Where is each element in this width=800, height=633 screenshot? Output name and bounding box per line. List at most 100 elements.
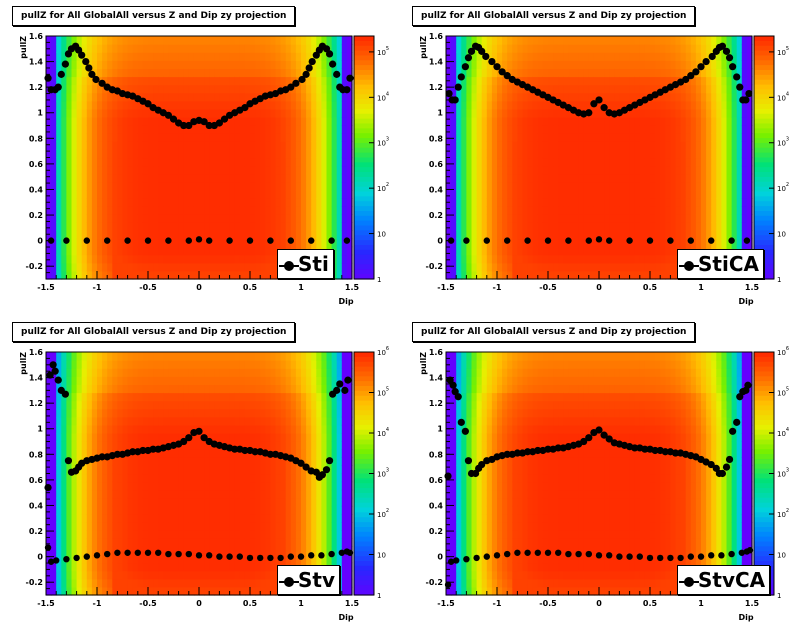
heatmap-cell: [214, 246, 220, 256]
heatmap-cell: [537, 68, 544, 78]
heatmap-cell: [331, 84, 338, 94]
heatmap-cell: [51, 465, 57, 475]
heatmap-cell: [578, 125, 585, 134]
heatmap-cell: [665, 173, 671, 183]
heatmap-cell: [239, 222, 246, 231]
color-bar-frame: [353, 35, 375, 280]
heatmap-cell: [163, 384, 169, 394]
heatmap-cell: [250, 92, 256, 102]
heatmap-cell: [604, 206, 610, 215]
data-point: [729, 63, 737, 71]
heatmap-cell: [117, 181, 124, 191]
heatmap-cell: [178, 562, 185, 572]
heatmap-cell: [522, 36, 529, 45]
heatmap-cell: [173, 125, 180, 134]
heatmap-cell: [558, 165, 564, 175]
heatmap-cell: [132, 68, 139, 78]
heatmap-cell: [122, 400, 129, 410]
heatmap-cell: [142, 400, 149, 410]
heatmap-cell: [188, 473, 195, 483]
heatmap-cell: [695, 198, 702, 207]
heatmap-cell: [522, 165, 529, 175]
heatmap-cell: [224, 270, 231, 280]
heatmap-cell: [46, 52, 52, 61]
heatmap-cell: [107, 68, 113, 78]
heatmap-cell: [183, 368, 190, 377]
data-point: [180, 121, 188, 130]
heatmap-cell: [502, 100, 508, 110]
heatmap-cell: [685, 108, 692, 118]
heatmap-cell: [614, 254, 620, 264]
heatmap-cell: [326, 125, 333, 134]
heatmap-cell: [178, 465, 185, 475]
heatmap-cell: [56, 400, 62, 410]
heatmap-cell: [260, 141, 266, 150]
heatmap-cell: [665, 230, 671, 240]
heatmap-cell: [731, 36, 738, 45]
heatmap-cell: [512, 60, 518, 69]
heatmap-cell: [97, 433, 103, 442]
heatmap-cell: [71, 489, 78, 499]
heatmap-cell: [512, 125, 518, 134]
heatmap-cell: [341, 92, 348, 102]
heatmap-cell: [71, 360, 78, 369]
heatmap-cell: [456, 173, 462, 183]
heatmap-cell: [178, 165, 185, 175]
heatmap-cell: [102, 157, 108, 167]
heatmap-cell: [76, 433, 83, 442]
heatmap-cell: [142, 36, 149, 45]
heatmap-cell: [527, 214, 534, 223]
heatmap-cell: [107, 173, 113, 183]
heatmap-cell: [660, 173, 666, 183]
heatmap-cell: [86, 586, 93, 596]
heatmap-cell: [173, 538, 180, 547]
heatmap-cell: [507, 68, 513, 78]
heatmap-cell: [548, 198, 554, 207]
heatmap-cell: [112, 489, 118, 499]
heatmap-cell: [255, 214, 261, 223]
heatmap-cell: [321, 52, 328, 61]
heatmap-cell: [214, 68, 220, 78]
heatmap-cell: [255, 52, 261, 61]
heatmap-cell: [736, 173, 743, 183]
color-bar-exponent: 3: [386, 137, 389, 143]
heatmap-cell: [326, 84, 333, 94]
heatmap-cell: [629, 92, 636, 102]
heatmap-cell: [491, 108, 498, 118]
heatmap-cell: [578, 246, 585, 256]
heatmap-cell: [593, 222, 600, 231]
heatmap-cell: [599, 246, 605, 256]
heatmap-cell: [265, 117, 271, 126]
heatmap-cell: [188, 538, 195, 547]
heatmap-cell: [614, 92, 620, 102]
heatmap-cell: [132, 254, 139, 264]
heatmap-cell: [588, 238, 595, 248]
heatmap-cell: [706, 125, 712, 134]
heatmap-cell: [204, 52, 210, 61]
heatmap-cell: [122, 84, 129, 94]
heatmap-cell: [736, 117, 743, 126]
heatmap-cell: [239, 262, 246, 272]
heatmap-cell: [204, 254, 210, 264]
heatmap-cell: [107, 360, 113, 369]
heatmap-cell: [91, 457, 98, 466]
heatmap-cell: [97, 198, 103, 207]
heatmap-cell: [102, 384, 108, 394]
heatmap-cell: [193, 214, 200, 223]
heatmap-cell: [255, 222, 261, 231]
heatmap-cell: [665, 254, 671, 264]
heatmap-cell: [578, 173, 585, 183]
heatmap-cell: [336, 262, 343, 272]
heatmap-cell: [542, 189, 549, 199]
heatmap-cell: [76, 522, 83, 531]
heatmap-cell: [609, 133, 615, 142]
heatmap-cell: [629, 165, 636, 175]
color-bar-segment: [354, 162, 374, 168]
color-bar-segment: [354, 225, 374, 231]
heatmap-cell: [675, 238, 682, 248]
heatmap-cell: [193, 149, 200, 159]
heatmap-cell: [86, 546, 93, 556]
heatmap-cell: [132, 376, 139, 385]
heatmap-cell: [461, 198, 467, 207]
heatmap-cell: [46, 433, 52, 442]
